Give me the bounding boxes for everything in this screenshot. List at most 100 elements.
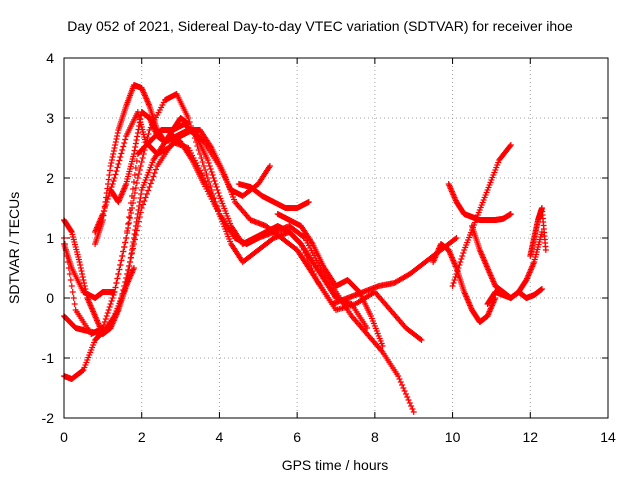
data-point (395, 373, 402, 379)
data-point (115, 271, 122, 277)
data-point (127, 259, 134, 265)
data-point (126, 214, 133, 220)
data-point (77, 262, 84, 268)
data-point (83, 292, 90, 298)
data-point (111, 145, 118, 151)
data-point (132, 185, 139, 191)
data-point (101, 203, 108, 210)
data-point (128, 251, 135, 257)
x-tick-label: 12 (522, 429, 538, 445)
data-point (121, 140, 128, 146)
data-point (151, 170, 158, 176)
data-point (99, 217, 106, 223)
data-point (202, 167, 209, 173)
x-tick-label: 8 (371, 429, 379, 445)
data-point (118, 257, 125, 264)
y-axis-label: SDTVAR / TECUs (6, 191, 22, 304)
data-point (455, 265, 462, 271)
data-point (506, 143, 513, 150)
data-point (139, 155, 146, 161)
data-point (145, 187, 152, 194)
data-point (150, 173, 157, 180)
data-point (152, 166, 159, 173)
data-point (129, 247, 135, 253)
chart-title: Day 052 of 2021, Sidereal Day-to-day VTE… (67, 18, 573, 34)
data-point (123, 235, 130, 241)
data-point (117, 154, 124, 160)
data-point (131, 190, 138, 196)
data-point (131, 172, 138, 178)
data-point (132, 165, 139, 171)
data-point (114, 275, 121, 282)
data-point (130, 265, 137, 271)
data-point (133, 137, 140, 143)
y-tick-label: -2 (42, 410, 55, 426)
data-point (208, 169, 215, 175)
data-point (103, 194, 110, 201)
data-point (200, 163, 207, 169)
data-point (185, 115, 192, 121)
data-point (122, 239, 129, 246)
data-point (132, 223, 139, 229)
data-point (113, 136, 120, 142)
data-point (114, 164, 121, 171)
data-point (130, 179, 137, 185)
data-point (71, 301, 78, 307)
data-point (112, 284, 119, 291)
x-tick-label: 6 (293, 429, 301, 445)
data-point (120, 248, 127, 255)
data-point (215, 190, 222, 196)
data-point (185, 121, 192, 127)
data-points (61, 82, 549, 415)
data-point (128, 200, 135, 206)
data-point (102, 316, 109, 322)
series-track-12 (430, 241, 499, 325)
data-point (119, 253, 126, 259)
data-point (137, 116, 144, 122)
data-point (107, 301, 114, 307)
data-point (117, 262, 124, 268)
data-point (81, 280, 88, 286)
data-point (106, 172, 113, 178)
series-track-10 (274, 211, 386, 349)
data-point (214, 187, 221, 193)
data-point (132, 144, 139, 150)
data-point (364, 325, 371, 331)
data-point (400, 385, 407, 391)
data-point (68, 228, 75, 234)
data-point (410, 409, 417, 415)
data-point (266, 163, 273, 169)
data-point (305, 199, 312, 205)
data-point (70, 295, 77, 301)
data-point (83, 289, 90, 295)
data-point (134, 215, 141, 221)
data-point (379, 343, 386, 349)
data-point (109, 295, 116, 301)
data-point (133, 180, 140, 186)
data-point (140, 201, 147, 208)
series-track-13 (449, 142, 514, 289)
data-point (146, 184, 153, 190)
data-point (459, 253, 466, 259)
data-point (457, 259, 464, 265)
data-point (458, 256, 465, 262)
data-point (105, 176, 112, 183)
data-point (136, 203, 143, 209)
data-point (103, 190, 110, 196)
data-point (449, 283, 456, 289)
data-point (129, 193, 135, 199)
data-point (132, 140, 139, 147)
data-point (130, 239, 137, 245)
data-point (106, 167, 113, 174)
data-point (130, 151, 137, 157)
data-point (207, 166, 214, 172)
data-point (452, 274, 459, 280)
data-point (126, 220, 133, 226)
data-point (127, 207, 134, 213)
data-point (454, 268, 461, 274)
data-point (213, 184, 220, 190)
data-point (417, 336, 424, 342)
data-point (138, 191, 145, 197)
